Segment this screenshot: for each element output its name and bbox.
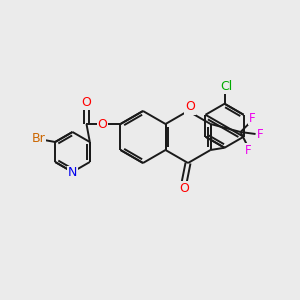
Text: Br: Br <box>31 133 45 146</box>
Text: F: F <box>249 112 256 124</box>
Text: F: F <box>257 128 264 140</box>
Text: O: O <box>82 95 92 109</box>
Text: O: O <box>185 100 195 113</box>
Text: O: O <box>98 118 107 130</box>
Text: Cl: Cl <box>220 80 233 93</box>
Text: N: N <box>68 167 77 179</box>
Text: F: F <box>245 143 252 157</box>
Text: O: O <box>179 182 189 194</box>
